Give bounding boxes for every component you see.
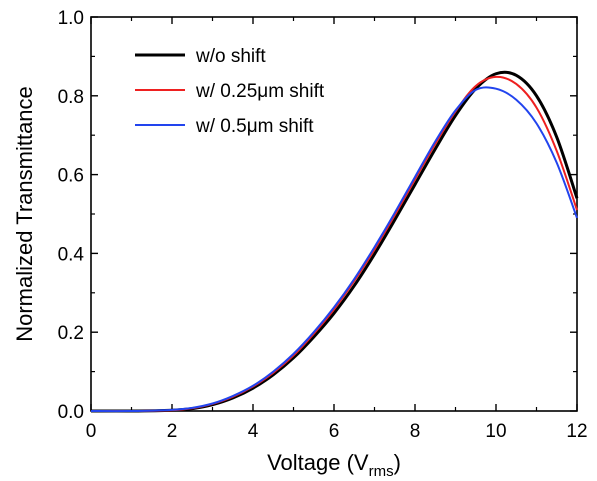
y-tick-label: 0.8: [58, 87, 84, 108]
y-tick-label: 0.6: [58, 166, 84, 187]
x-tick-label: 12: [566, 421, 587, 442]
y-tick-label: 1.0: [58, 8, 84, 29]
x-tick-label: 0: [86, 421, 97, 442]
x-tick-label: 10: [485, 421, 506, 442]
x-tick-label: 6: [329, 421, 340, 442]
legend: w/o shift w/ 0.25μm shift w/ 0.5μm shift: [135, 46, 325, 137]
x-tick-label: 4: [248, 421, 259, 442]
legend-label-2: w/ 0.25μm shift: [195, 81, 325, 102]
series-line-3: [90, 86, 578, 413]
x-axis-title: Voltage (Vrms): [267, 450, 401, 480]
x-axis-title-main: Voltage (V: [267, 450, 369, 475]
plot-frame: [90, 16, 578, 412]
plot-border: [90, 16, 578, 412]
y-axis-ticks: 0.0 0.2 0.4 0.6 0.8 1.0: [58, 8, 577, 423]
y-tick-label: 0.0: [58, 402, 84, 423]
legend-label-1: w/o shift: [195, 46, 266, 67]
y-tick-label: 0.4: [58, 244, 85, 265]
y-tick-label: 0.2: [58, 323, 84, 344]
series-lines: [90, 70, 579, 413]
x-axis-title-subscript: rms: [369, 463, 394, 480]
y-axis-title: Normalized Transmittance: [12, 86, 37, 342]
x-tick-label: 2: [167, 421, 178, 442]
legend-label-3: w/ 0.5μm shift: [195, 116, 314, 137]
x-tick-label: 8: [410, 421, 421, 442]
x-axis-ticks: 0 2 4 6 8 10 12: [86, 17, 588, 442]
series-line-2: [90, 75, 578, 413]
x-axis-title-end: ): [394, 450, 401, 475]
series-line-1: [90, 70, 579, 413]
